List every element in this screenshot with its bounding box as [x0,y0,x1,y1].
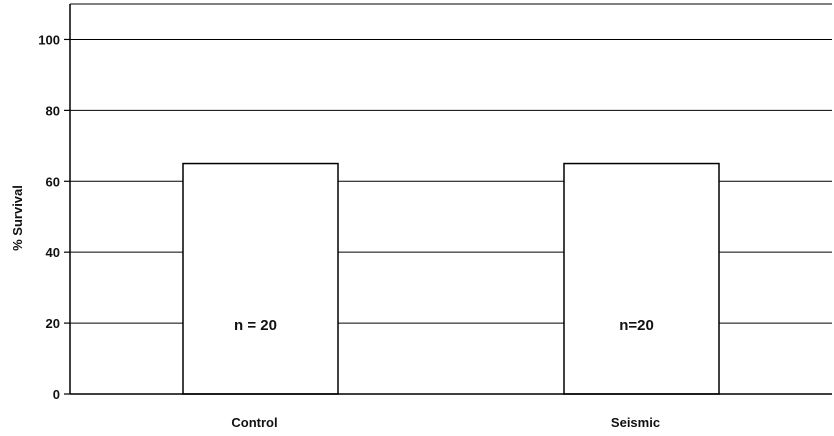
x-tick-label: Seismic [611,415,660,430]
bar-control [182,162,339,395]
x-tick-label: Control [231,415,277,430]
y-tick-label: 40 [46,245,60,260]
bar-seismic [563,162,720,395]
y-axis-title: % Survival [10,185,25,251]
y-tick-label: 60 [46,174,60,189]
bar-annotation: n = 20 [234,317,277,334]
y-tick-label: 80 [46,103,60,118]
axes [64,3,832,395]
y-tick-label: 100 [38,32,60,47]
bars [182,162,720,395]
bar-annotation: n=20 [619,317,654,334]
labels: 0 20 40 60 80 100 n = 20 Control n=20 Seismic [38,32,660,430]
y-tick-label: 0 [53,387,60,402]
y-tick-label: 20 [46,316,60,331]
